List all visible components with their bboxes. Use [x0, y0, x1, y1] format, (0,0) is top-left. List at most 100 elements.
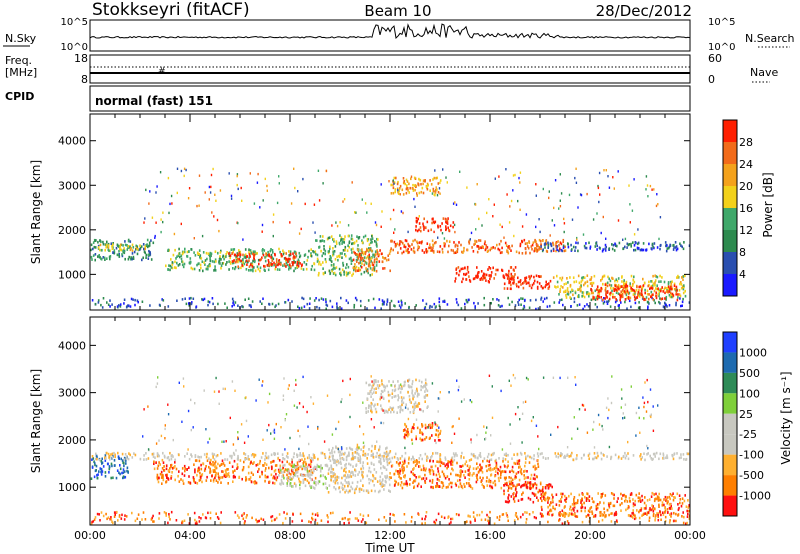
range-gate-cell	[347, 484, 349, 488]
range-gate-cell	[353, 250, 355, 254]
range-gate-cell	[545, 484, 548, 487]
range-gate-cell	[504, 465, 506, 468]
range-gate-cell	[336, 458, 339, 462]
range-gate-cell	[394, 304, 396, 308]
range-gate-cell	[373, 268, 376, 271]
range-gate-cell	[523, 238, 526, 242]
range-gate-cell	[334, 245, 337, 248]
range-gate-cell	[119, 472, 121, 476]
range-gate-cell	[655, 287, 657, 290]
range-gate-cell	[155, 461, 157, 464]
range-gate-cell	[328, 269, 331, 273]
range-gate-cell	[575, 515, 577, 518]
range-gate-cell	[137, 248, 139, 251]
range-gate-cell	[165, 464, 168, 467]
range-gate-cell	[645, 188, 647, 191]
range-gate-cell	[568, 512, 571, 515]
range-gate-cell	[247, 260, 249, 264]
range-gate-cell	[595, 456, 598, 460]
range-gate-cell	[508, 281, 510, 285]
range-gate-cell	[538, 247, 541, 250]
range-gate-cell	[102, 256, 105, 259]
range-gate-cell	[351, 481, 354, 485]
range-gate-cell	[522, 307, 525, 310]
range-gate-cell	[329, 459, 332, 462]
range-gate-cell	[607, 175, 609, 178]
range-gate-cell	[343, 474, 345, 478]
range-gate-cell	[94, 258, 96, 262]
range-gate-cell	[184, 247, 186, 251]
range-gate-cell	[375, 471, 378, 474]
range-gate-cell	[634, 241, 637, 244]
range-gate-cell	[612, 504, 615, 508]
range-gate-cell	[186, 452, 188, 455]
range-gate-cell	[165, 473, 167, 477]
range-gate-cell	[547, 487, 550, 490]
range-gate-cell	[681, 245, 683, 249]
range-gate-cell	[291, 520, 294, 523]
range-gate-cell	[430, 183, 433, 186]
range-gate-cell	[647, 195, 649, 198]
range-gate-cell	[614, 242, 616, 246]
range-gate-cell	[408, 191, 410, 194]
range-gate-cell	[378, 260, 381, 263]
range-gate-cell	[678, 494, 681, 497]
range-gate-cell	[303, 467, 305, 470]
range-gate-cell	[144, 245, 147, 248]
range-gate-cell	[648, 498, 651, 501]
range-gate-cell	[598, 295, 600, 298]
range-gate-cell	[422, 224, 425, 228]
range-gate-cell	[549, 242, 552, 245]
range-gate-cell	[476, 183, 478, 186]
range-gate-cell	[506, 193, 508, 196]
range-gate-cell	[559, 205, 562, 208]
range-gate-cell	[536, 280, 539, 284]
range-gate-cell	[475, 240, 478, 243]
range-gate-cell	[302, 464, 305, 468]
range-gate-cell	[298, 477, 300, 481]
range-gate-cell	[507, 460, 509, 464]
range-gate-cell	[198, 204, 200, 207]
range-gate-cell	[665, 298, 667, 301]
range-gate-cell	[542, 492, 545, 495]
range-gate-cell	[322, 474, 324, 477]
range-gate-cell	[296, 455, 299, 458]
range-gate-cell	[171, 266, 174, 270]
range-gate-cell	[314, 476, 317, 480]
range-gate-cell	[602, 302, 605, 305]
range-gate-cell	[198, 459, 201, 463]
range-gate-cell	[534, 477, 536, 481]
range-gate-cell	[302, 297, 305, 301]
range-gate-cell	[329, 511, 332, 515]
range-gate-cell	[97, 299, 100, 302]
range-gate-cell	[483, 296, 485, 300]
range-gate-cell	[198, 456, 201, 459]
range-gate-cell	[500, 239, 502, 243]
range-gate-cell	[576, 236, 578, 240]
range-gate-cell	[268, 466, 270, 470]
range-gate-cell	[253, 455, 255, 459]
range-gate-cell	[662, 454, 665, 457]
range-gate-cell	[364, 252, 367, 256]
range-gate-cell	[388, 461, 390, 465]
range-gate-cell	[583, 305, 586, 308]
range-gate-cell	[104, 258, 106, 261]
range-gate-cell	[390, 183, 392, 187]
range-gate-cell	[620, 290, 622, 293]
range-gate-cell	[145, 244, 147, 247]
range-gate-cell	[476, 513, 478, 517]
range-gate-cell	[293, 463, 295, 467]
range-gate-cell	[232, 471, 234, 474]
range-gate-cell	[646, 453, 648, 456]
range-gate-cell	[437, 512, 440, 516]
range-gate-cell	[202, 462, 205, 466]
range-gate-cell	[298, 255, 301, 259]
range-gate-cell	[288, 254, 290, 257]
range-gate-cell	[353, 491, 356, 495]
range-gate-cell	[584, 509, 586, 513]
range-gate-cell	[540, 489, 543, 493]
range-gate-cell	[450, 472, 452, 476]
range-gate-cell	[527, 481, 529, 484]
range-gate-cell	[327, 472, 330, 475]
